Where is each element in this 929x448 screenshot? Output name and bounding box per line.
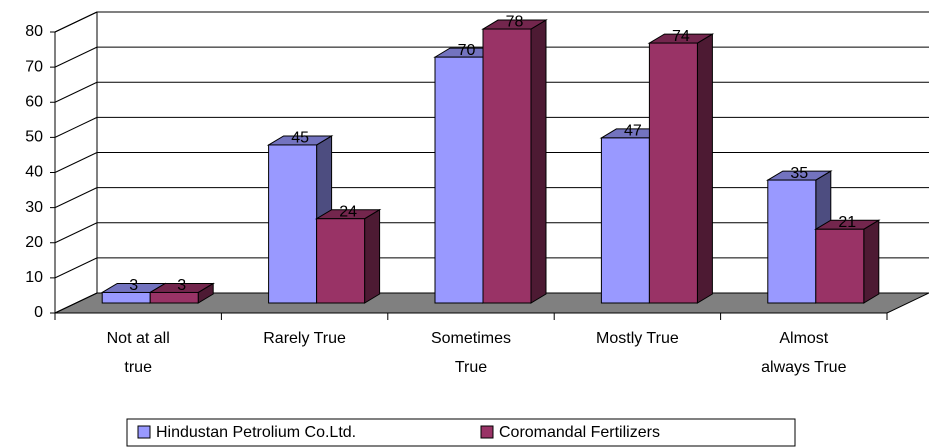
bar-front [767, 179, 817, 304]
x-tick-label: Rarely True [263, 330, 346, 347]
bar [813, 219, 881, 304]
value-label: 70 [458, 42, 476, 59]
x-tick-label: Mostly True [596, 330, 679, 347]
value-label: 47 [624, 123, 642, 140]
bar [647, 33, 715, 304]
y-tick-label: 10 [25, 269, 43, 286]
y-tick-label: 30 [25, 199, 43, 216]
grid-line [54, 116, 98, 138]
bar-front [101, 291, 151, 304]
grid-line [54, 222, 98, 244]
y-tick-label: 70 [25, 58, 43, 75]
value-label: 21 [838, 214, 856, 231]
bar-side [364, 208, 381, 304]
bar-front [648, 42, 698, 304]
y-tick-label: 80 [25, 23, 43, 40]
bar [481, 19, 548, 304]
bar [148, 282, 216, 304]
y-tick-label: 0 [34, 304, 43, 321]
y-tick-label: 50 [25, 129, 43, 146]
bar-front [316, 218, 366, 304]
bar-front [149, 291, 199, 304]
grid-line [54, 11, 98, 33]
grid-line [54, 257, 98, 279]
grid-line [54, 292, 98, 314]
value-label: 24 [339, 203, 357, 220]
bar-front [434, 56, 484, 304]
bar [314, 208, 382, 304]
grid-line [54, 81, 98, 103]
legend-label: Hindustan Petrolium Co.Ltd. [156, 424, 356, 441]
y-tick-label: 40 [25, 164, 43, 181]
x-tick-label: Sometimes True [431, 330, 511, 376]
grid-line [54, 46, 98, 68]
bar-front [815, 228, 865, 304]
bar-side [863, 219, 880, 304]
value-label: 35 [790, 165, 808, 182]
bar-side [530, 19, 547, 304]
grid-line [54, 152, 98, 173]
bar-front [600, 137, 650, 304]
y-tick-label: 20 [25, 234, 43, 251]
legend-label: Coromandal Fertilizers [499, 424, 660, 441]
bar-front [482, 28, 532, 304]
legend-swatch [480, 425, 494, 439]
value-label: 3 [129, 277, 138, 294]
value-label: 78 [506, 14, 524, 31]
bar-front [268, 144, 318, 304]
value-label: 74 [672, 28, 690, 45]
x-tick-label: Almost always True [761, 330, 846, 376]
legend-box [126, 418, 796, 447]
value-label: 3 [177, 277, 186, 294]
y-tick-label: 60 [25, 93, 43, 110]
bar-side [696, 33, 713, 304]
grid-line [54, 187, 98, 209]
x-tick-label: Not at all true [107, 330, 170, 376]
value-label: 45 [291, 130, 309, 147]
legend-swatch [137, 425, 151, 439]
